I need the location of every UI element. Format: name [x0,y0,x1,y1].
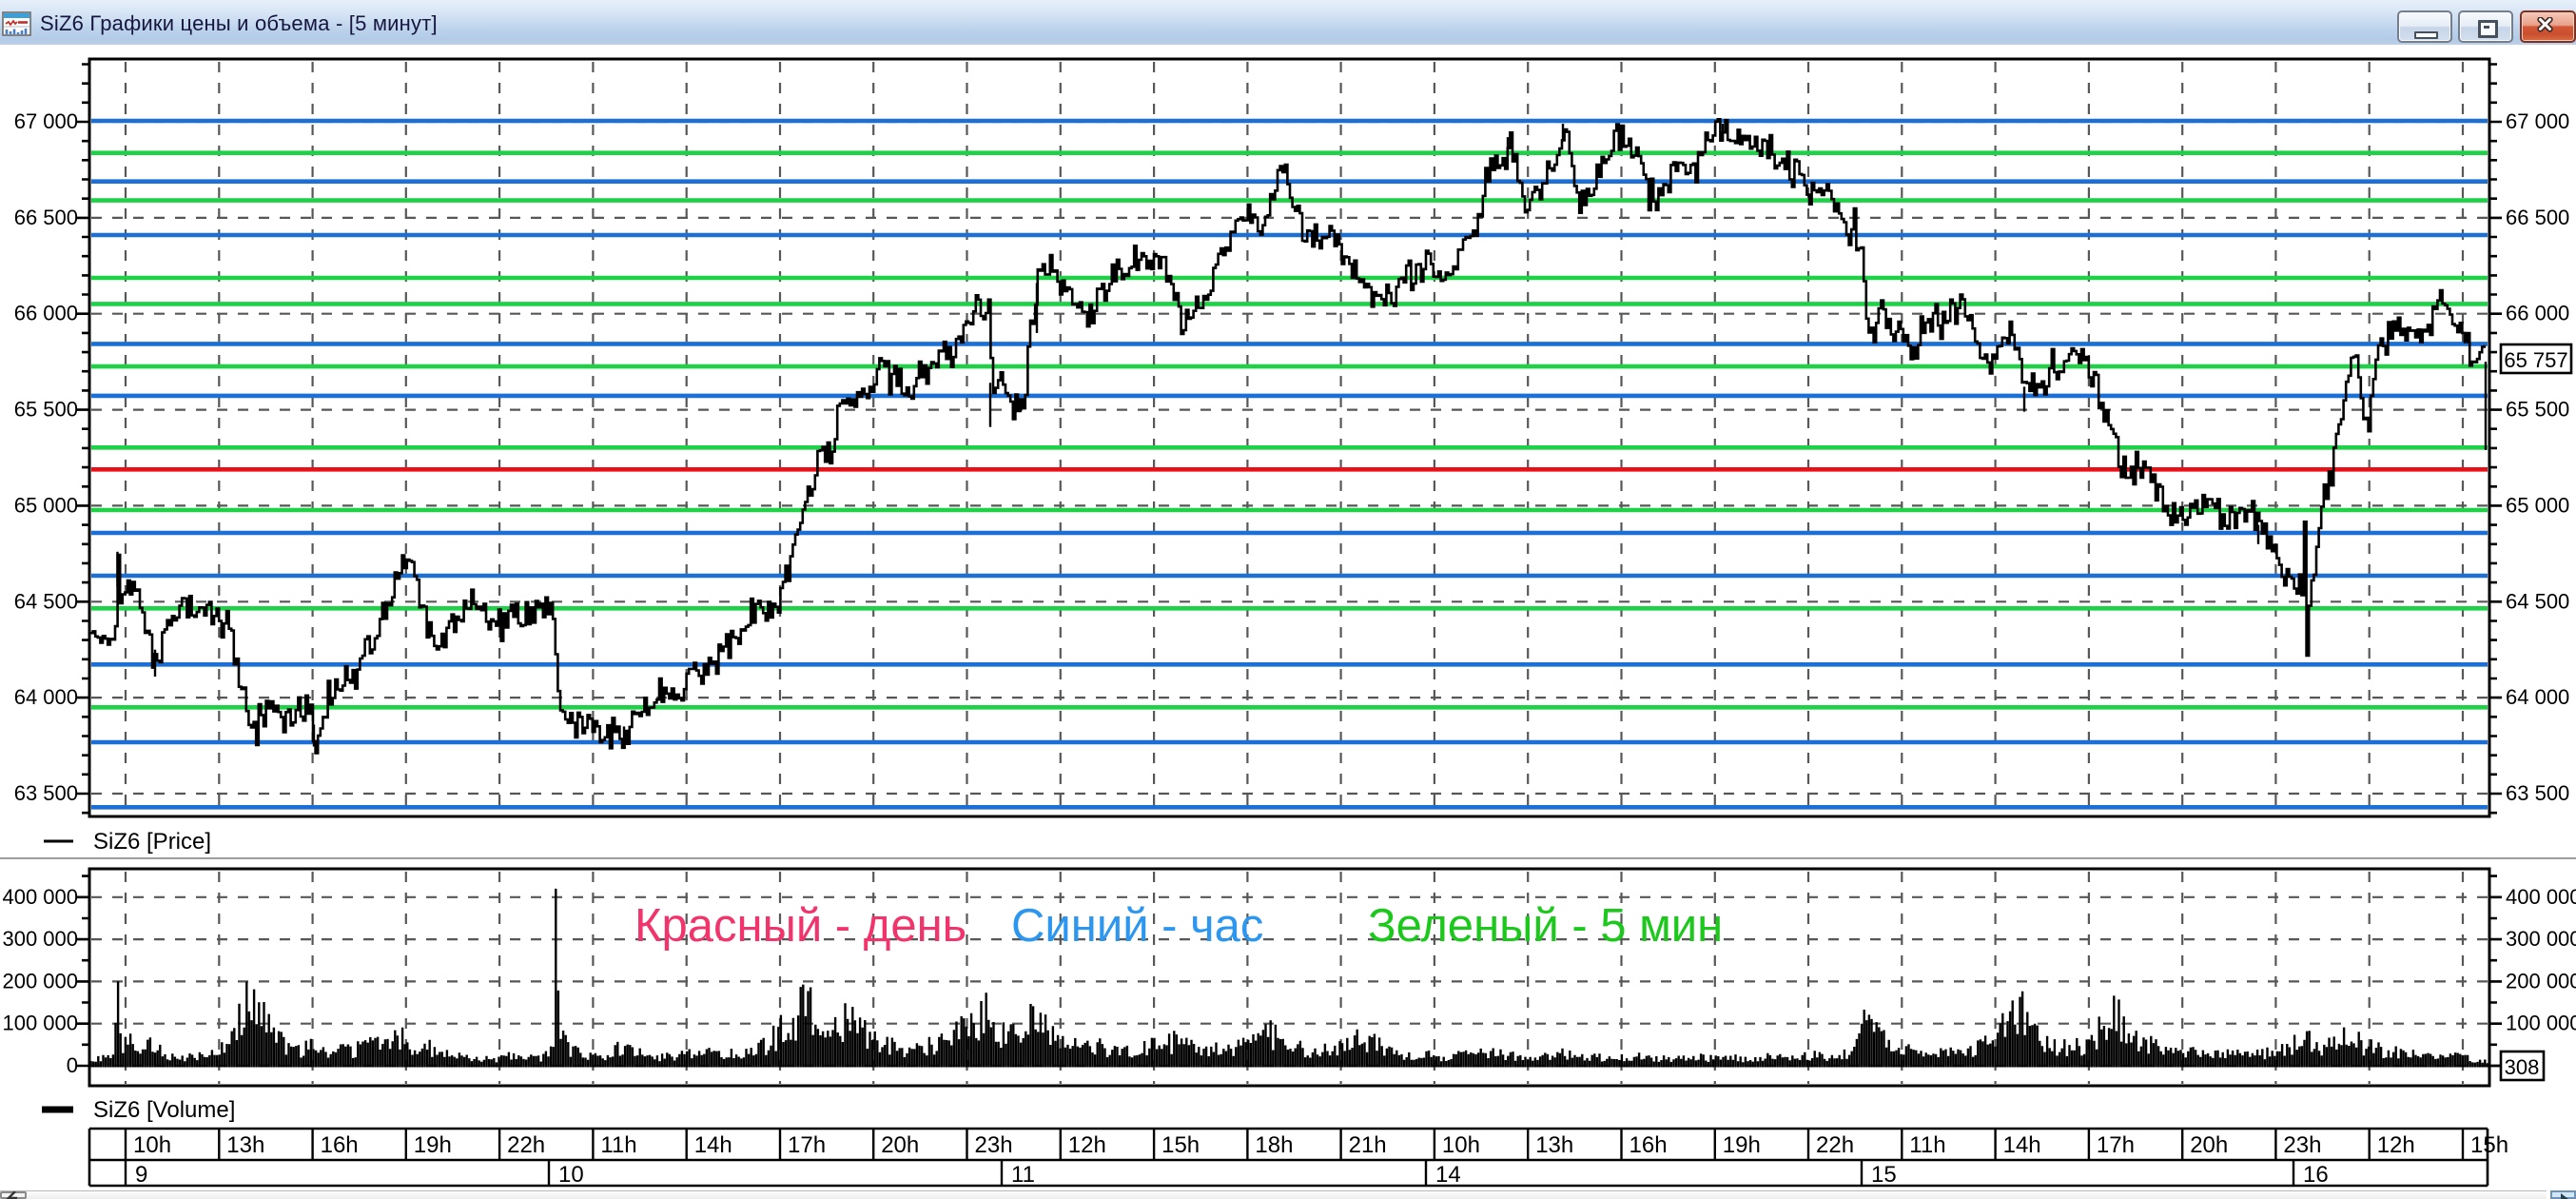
svg-text:9: 9 [135,1162,147,1188]
svg-text:16h: 16h [1630,1132,1668,1158]
svg-text:17h: 17h [788,1132,826,1158]
svg-text:15h: 15h [1161,1132,1200,1158]
svg-text:19h: 19h [414,1132,452,1158]
svg-text:65 500: 65 500 [2506,398,2569,422]
svg-text:13h: 13h [226,1132,264,1158]
svg-text:16: 16 [2303,1162,2329,1188]
svg-text:23h: 23h [2283,1132,2321,1158]
svg-text:17h: 17h [2097,1132,2135,1158]
svg-text:67 000: 67 000 [14,109,78,133]
svg-text:64 500: 64 500 [14,589,78,613]
svg-text:10h: 10h [1442,1132,1480,1158]
svg-text:64 000: 64 000 [2506,685,2569,709]
svg-text:SiZ6 [Price]: SiZ6 [Price] [93,829,211,855]
svg-text:SiZ6 [Volume]: SiZ6 [Volume] [93,1097,235,1123]
svg-text:63 500: 63 500 [14,781,78,805]
svg-text:15h: 15h [2470,1132,2508,1158]
svg-text:66 500: 66 500 [2506,206,2569,229]
svg-text:10h: 10h [133,1132,171,1158]
svg-text:13h: 13h [1535,1132,1573,1158]
svg-text:16h: 16h [321,1132,359,1158]
svg-text:12h: 12h [1068,1132,1106,1158]
svg-text:12h: 12h [2377,1132,2415,1158]
svg-text:10: 10 [558,1162,584,1188]
svg-text:22h: 22h [1816,1132,1854,1158]
svg-text:300 000: 300 000 [2,927,78,951]
svg-text:11: 11 [1011,1162,1035,1188]
svg-text:64 000: 64 000 [14,685,78,709]
svg-text:Зеленый - 5 мин: Зеленый - 5 мин [1368,900,1723,952]
svg-text:65 757: 65 757 [2504,348,2567,372]
svg-text:200 000: 200 000 [2506,969,2576,993]
svg-text:66 000: 66 000 [2506,302,2569,325]
svg-text:22h: 22h [507,1132,545,1158]
svg-text:19h: 19h [1723,1132,1761,1158]
svg-text:Красный - день: Красный - день [634,900,966,952]
svg-text:20h: 20h [2190,1132,2228,1158]
svg-text:65 000: 65 000 [2506,493,2569,517]
svg-text:65 500: 65 500 [14,398,78,422]
svg-text:21h: 21h [1349,1132,1387,1158]
svg-text:300 000: 300 000 [2506,927,2576,951]
svg-text:20h: 20h [881,1132,919,1158]
svg-text:65 000: 65 000 [14,493,78,517]
svg-text:14h: 14h [694,1132,732,1158]
svg-text:63 500: 63 500 [2506,781,2569,805]
svg-text:200 000: 200 000 [2,969,78,993]
svg-text:400 000: 400 000 [2506,885,2576,909]
svg-text:0: 0 [67,1053,78,1077]
svg-text:100 000: 100 000 [2506,1012,2576,1035]
svg-text:308: 308 [2505,1055,2540,1079]
svg-text:11h: 11h [1909,1132,1945,1158]
svg-text:100 000: 100 000 [2,1012,78,1035]
svg-text:18h: 18h [1255,1132,1293,1158]
svg-text:66 500: 66 500 [14,206,78,229]
svg-text:11h: 11h [600,1132,636,1158]
svg-text:400 000: 400 000 [2,885,78,909]
svg-text:64 500: 64 500 [2506,589,2569,613]
svg-text:67 000: 67 000 [2506,109,2569,133]
svg-text:15: 15 [1871,1162,1897,1188]
svg-text:14h: 14h [2003,1132,2041,1158]
svg-text:66 000: 66 000 [14,302,78,325]
svg-text:Синий - час: Синий - час [1011,900,1263,952]
svg-text:14: 14 [1435,1162,1461,1188]
svg-text:23h: 23h [975,1132,1013,1158]
